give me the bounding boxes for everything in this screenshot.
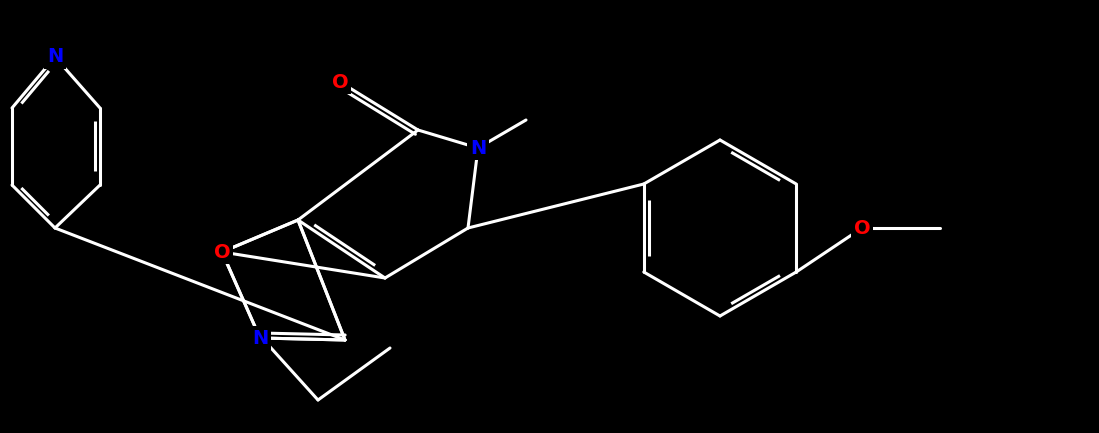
Text: N: N (47, 48, 63, 67)
Text: O: O (854, 219, 870, 237)
Text: O: O (213, 242, 231, 262)
Text: N: N (470, 139, 486, 158)
Text: O: O (332, 72, 348, 91)
Text: N: N (252, 329, 268, 348)
